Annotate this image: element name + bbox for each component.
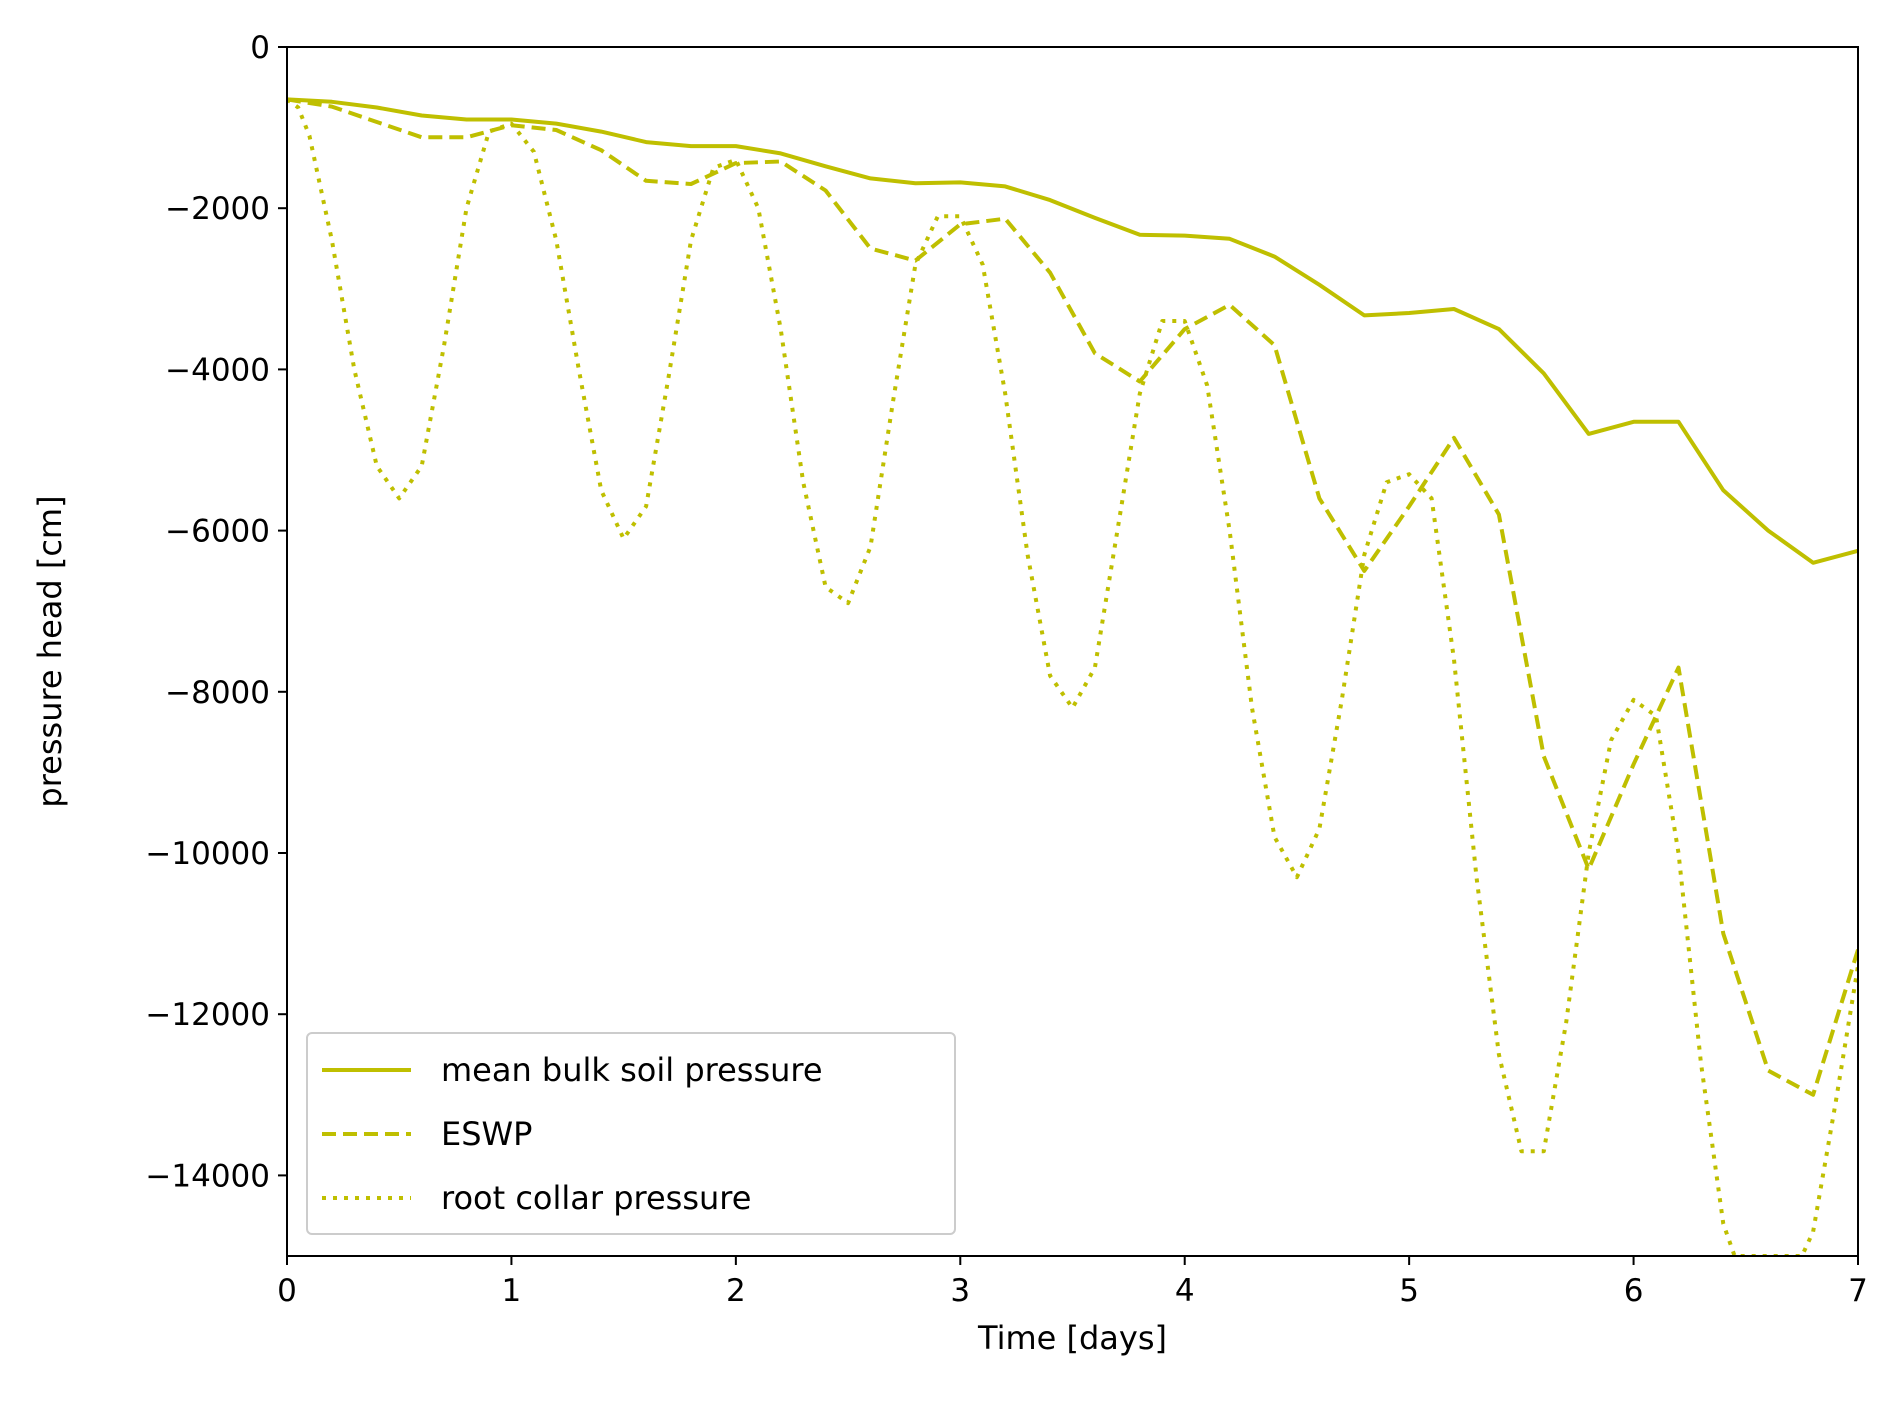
chart-marks [287, 97, 1858, 1256]
y-tick-label-3: −6000 [165, 514, 270, 550]
y-tick-label-1: −2000 [165, 191, 270, 227]
y-tick-label-5: −10000 [145, 836, 270, 872]
y-tick-label-0: 0 [250, 30, 270, 66]
legend: mean bulk soil pressure ESWP root collar p… [306, 1032, 956, 1235]
legend-label-2: root collar pressure [441, 1179, 751, 1217]
chart-axes: 0 1 2 3 4 5 6 7 0 −2000 −4000 −6000 −8000 −10000 −1200… [145, 30, 1867, 1309]
legend-label-1: ESWP [441, 1115, 532, 1153]
y-tick-label-6: −12000 [145, 997, 270, 1033]
x-tick-label-3: 3 [950, 1273, 970, 1309]
x-tick-label-0: 0 [277, 1273, 297, 1309]
x-tick-label-7: 7 [1848, 1273, 1868, 1309]
x-tick-label-1: 1 [502, 1273, 522, 1309]
x-tick-label-2: 2 [726, 1273, 746, 1309]
y-axis-label: pressure head [cm] [31, 495, 69, 807]
y-tick-label-7: −14000 [145, 1158, 270, 1194]
y-tick-label-4: −8000 [165, 675, 270, 711]
x-tick-label-6: 6 [1624, 1273, 1644, 1309]
y-tick-label-2: −4000 [165, 352, 270, 388]
series-line-1 [287, 97, 1858, 1097]
x-axis-label: Time [days] [977, 1319, 1167, 1357]
x-tick-label-5: 5 [1399, 1273, 1419, 1309]
series-line-2 [287, 97, 1858, 1256]
x-tick-label-4: 4 [1175, 1273, 1195, 1309]
series-line-0 [287, 97, 1858, 565]
legend-box [306, 1032, 956, 1235]
plot-frame [286, 46, 1859, 1257]
legend-label-0: mean bulk soil pressure [441, 1051, 823, 1089]
